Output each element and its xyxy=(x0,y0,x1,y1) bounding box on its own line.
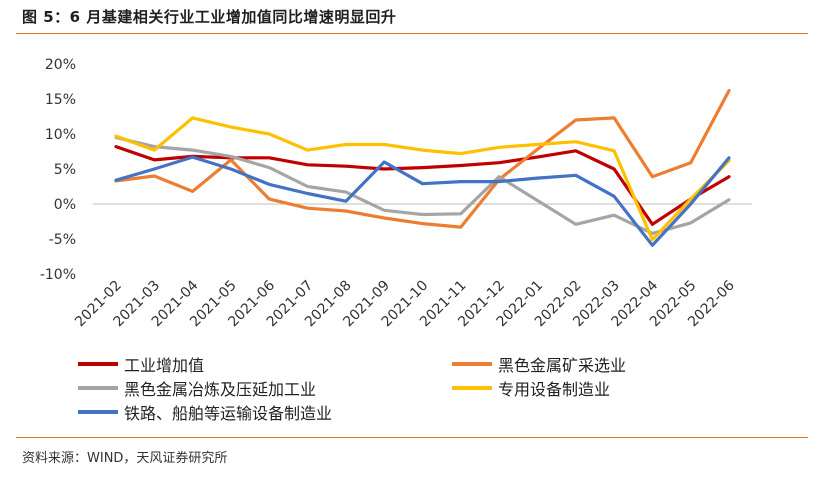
legend-item: 铁路、船舶等运输设备制造业 xyxy=(78,400,332,424)
legend-label: 铁路、船舶等运输设备制造业 xyxy=(124,404,333,423)
series-line xyxy=(114,145,731,226)
y-tick-label: 20% xyxy=(45,57,76,73)
source-note: 资料来源：WIND，天风证券研究所 xyxy=(22,451,228,466)
top-divider xyxy=(16,33,808,34)
legend-label: 专用设备制造业 xyxy=(498,380,611,399)
y-tick-label: 5% xyxy=(54,162,76,178)
legend-item: 专用设备制造业 xyxy=(452,376,610,400)
legend-swatch xyxy=(78,410,118,414)
legend-swatch xyxy=(78,362,118,366)
series-line xyxy=(114,88,731,229)
legend-item: 黑色金属冶炼及压延加工业 xyxy=(78,376,316,400)
y-tick-label: 10% xyxy=(45,127,76,143)
y-tick-label: -10% xyxy=(40,267,76,283)
y-tick-label: 15% xyxy=(45,92,76,108)
series-line xyxy=(114,116,731,242)
legend-swatch xyxy=(452,386,492,390)
series-line xyxy=(114,155,731,247)
legend-item: 黑色金属矿采选业 xyxy=(452,352,626,376)
bottom-divider xyxy=(16,437,808,438)
legend-label: 工业增加值 xyxy=(124,356,205,375)
legend-swatch xyxy=(452,362,492,366)
y-tick-label: -5% xyxy=(49,232,76,248)
legend-item: 工业增加值 xyxy=(78,352,204,376)
legend-label: 黑色金属冶炼及压延加工业 xyxy=(124,380,317,399)
legend-swatch xyxy=(78,386,118,390)
series-line xyxy=(114,135,731,235)
y-tick-label: 0% xyxy=(54,197,76,213)
chart-title: 图 5：6 月基建相关行业工业增加值同比增速明显回升 xyxy=(22,8,397,26)
legend-label: 黑色金属矿采选业 xyxy=(498,356,627,375)
